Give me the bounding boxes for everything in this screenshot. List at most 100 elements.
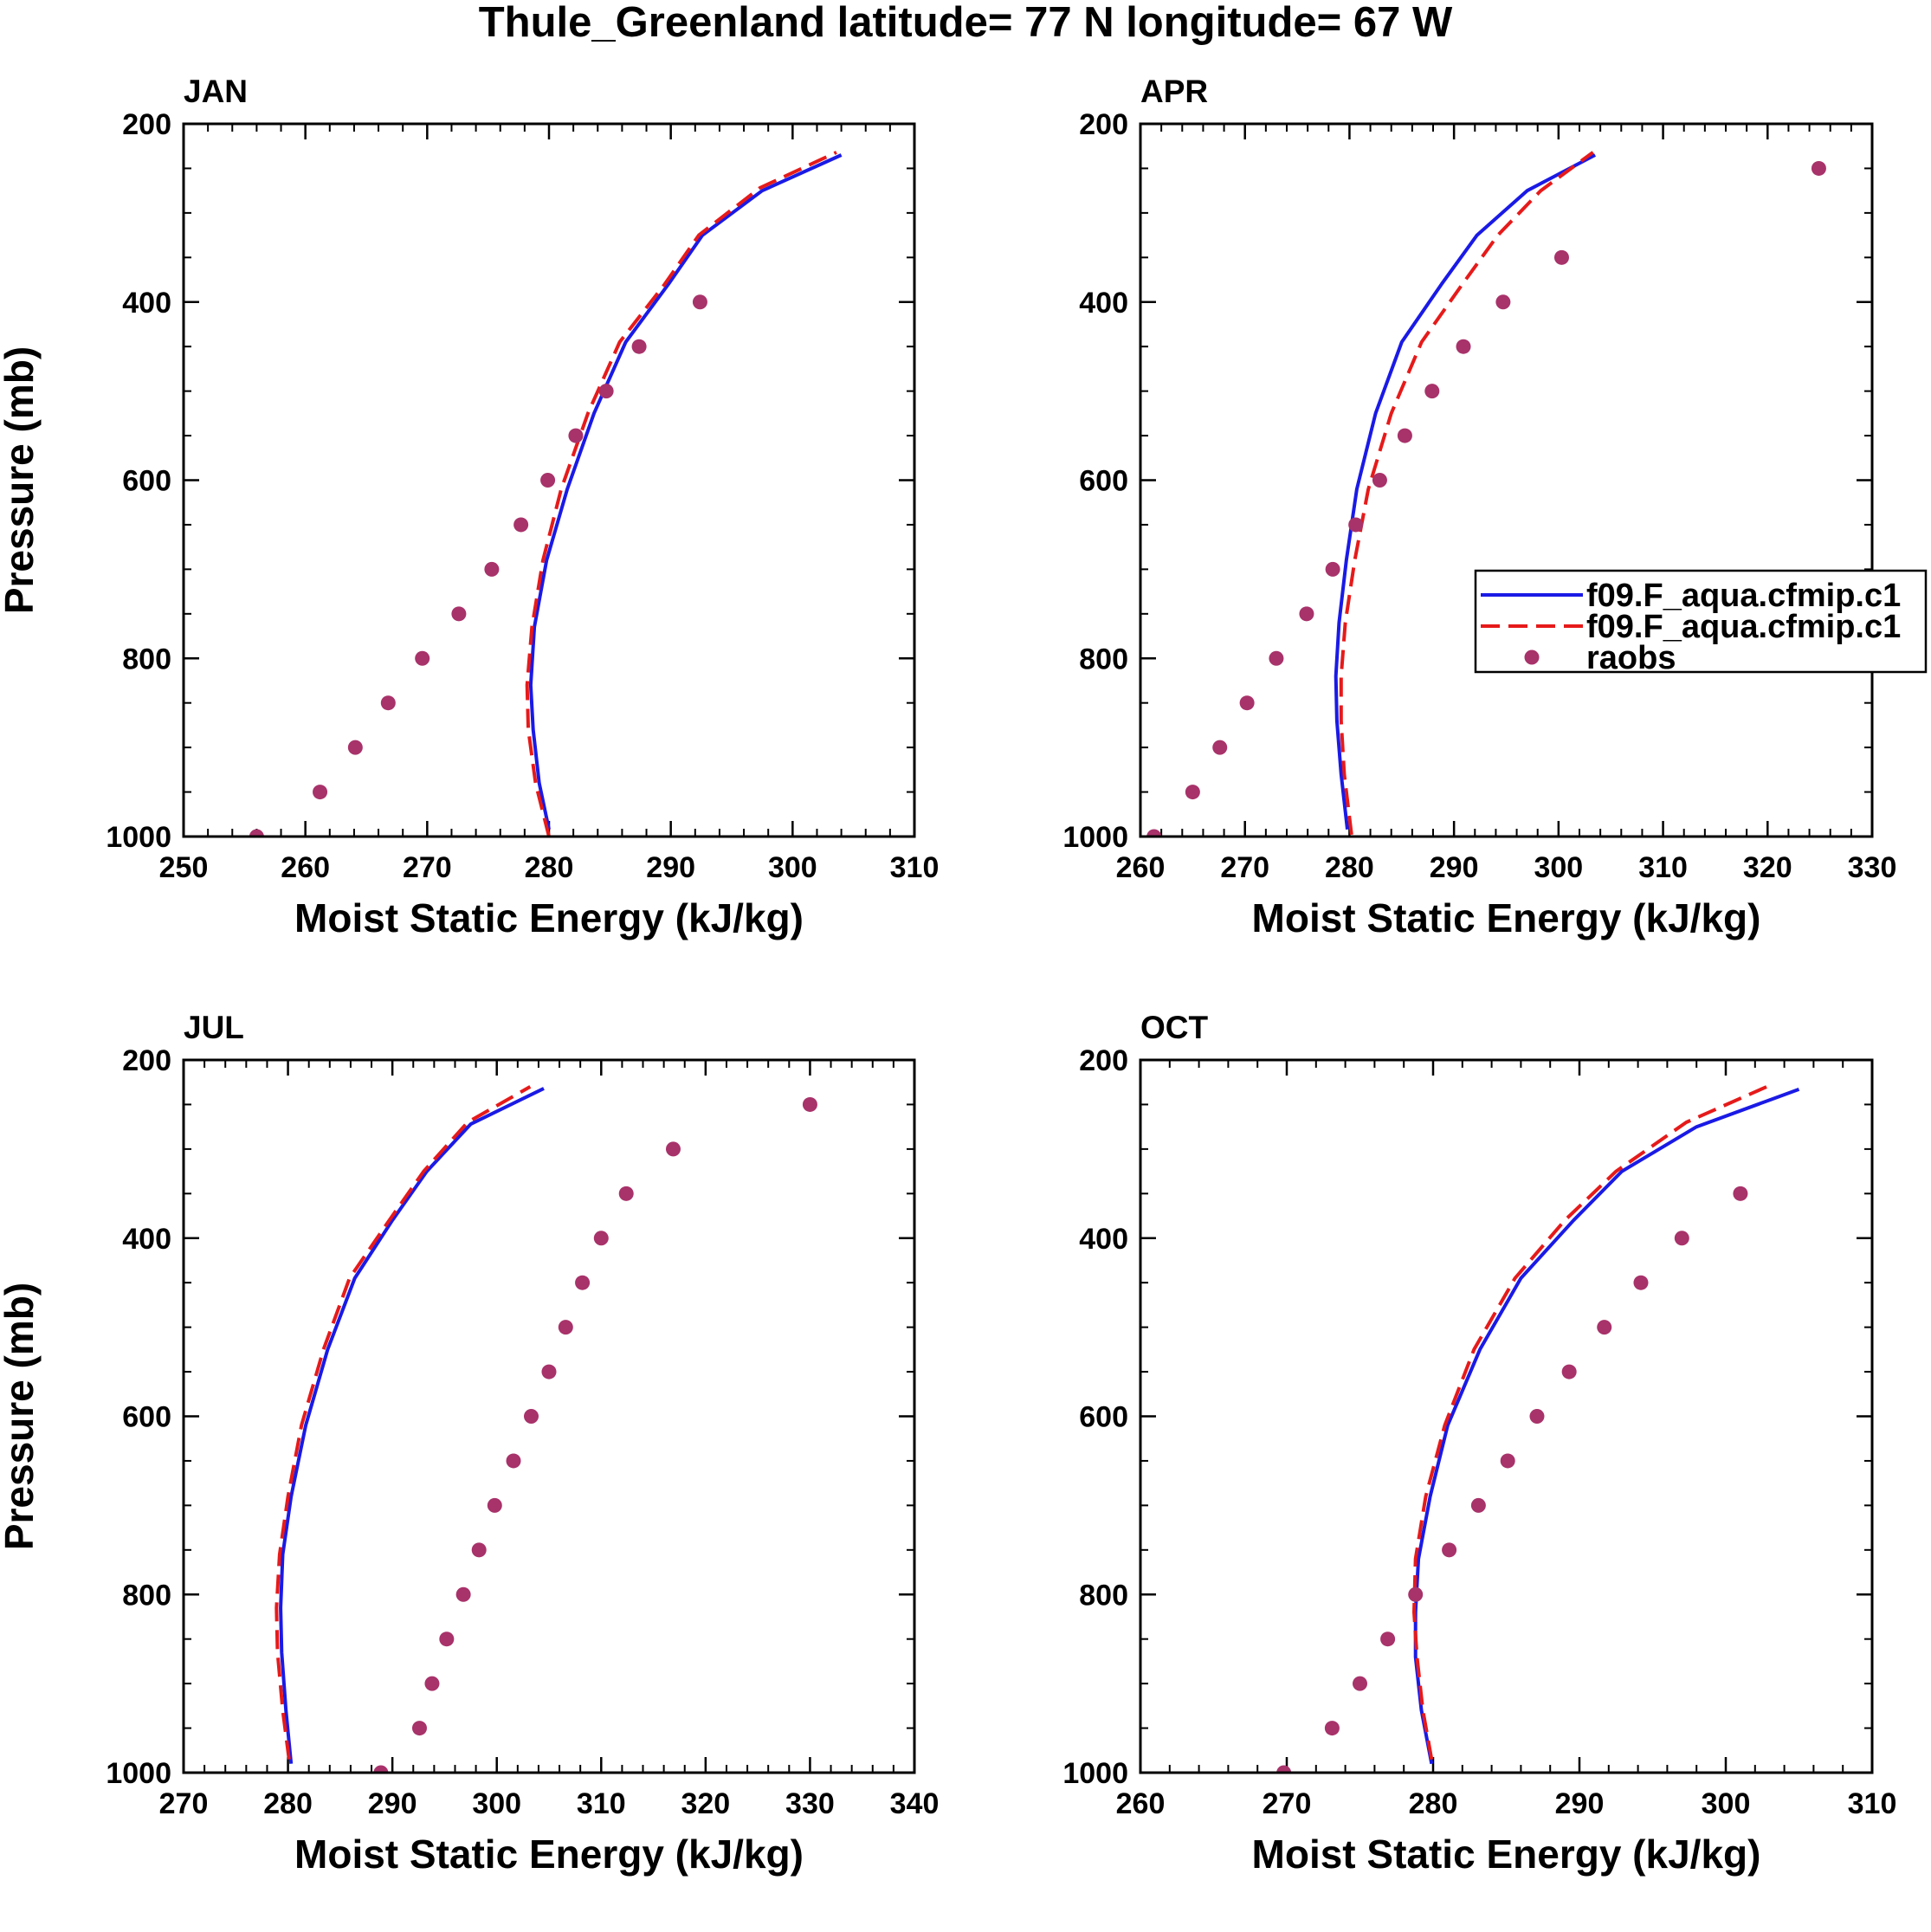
raobs-point [506, 1453, 521, 1469]
raobs-point [1380, 1632, 1396, 1647]
raobs-point [380, 695, 396, 711]
raobs-point [1146, 829, 1162, 837]
raobs-point [1495, 294, 1511, 310]
plot-area [274, 1085, 817, 1773]
x-tick-label: 300 [472, 1787, 521, 1820]
x-tick-label: 280 [525, 851, 574, 884]
y-tick-label: 400 [122, 1223, 171, 1256]
panel-label: APR [1140, 74, 1208, 109]
raobs-point [593, 1231, 609, 1246]
x-tick-label: 260 [281, 851, 330, 884]
raobs-point [1811, 160, 1826, 176]
raobs-point [1442, 1542, 1457, 1558]
y-tick-label: 200 [122, 1044, 171, 1077]
x-axis-label: Moist Static Energy (kJ/kg) [294, 895, 804, 940]
model-line-dashed [1339, 151, 1594, 836]
x-tick-label: 280 [1409, 1787, 1458, 1820]
x-tick-label: 270 [1220, 851, 1269, 884]
plot-frame [182, 1058, 916, 1774]
raobs-point [1529, 1409, 1545, 1424]
raobs-point [541, 1364, 557, 1380]
y-axis-label: Pressure (mb) [0, 1283, 42, 1550]
x-tick-label: 290 [1555, 1787, 1605, 1820]
y-tick-label: 800 [122, 643, 171, 675]
raobs-point [558, 1320, 573, 1335]
legend-box [1474, 569, 1928, 674]
raobs-point [1185, 785, 1200, 800]
model-line-solid [1334, 153, 1597, 830]
x-tick-label: 270 [159, 1787, 209, 1820]
ticks: 260 270 280 290 300 310 320 330 200 400 600 800 1000 [1062, 108, 1896, 884]
y-tick-label: 800 [122, 1579, 171, 1612]
x-tick-label: 310 [890, 851, 940, 884]
panel-jan: JAN 250 260 270 280 290 300 310 200 400 600 800 1000… [0, 74, 939, 940]
y-axis-label: Pressure (mb) [0, 346, 42, 614]
x-axis-label: Moist Static Energy (kJ/kg) [1252, 1832, 1761, 1877]
x-tick-label: 340 [890, 1787, 940, 1820]
panel-apr: APR 260 270 280 290 300 310 320 330 200 400 600 800 1… [1062, 74, 1928, 940]
raobs-point [1597, 1320, 1612, 1335]
figure-title: Thule_Greenland latitude= 77 N longitude… [479, 0, 1453, 46]
legend-entry-label: f09.F_aqua.cfmip.c1 [1586, 609, 1901, 645]
ticks: 270 280 290 300 310 320 330 340 200 400 600 800 1000 [106, 1044, 939, 1820]
legend: f09.F_aqua.cfmip.c1f09.F_aqua.cfmip.c1ra… [1474, 569, 1928, 676]
x-tick-label: 300 [1702, 1787, 1751, 1820]
x-tick-label: 320 [681, 1787, 730, 1820]
raobs-point [513, 517, 529, 533]
raobs-point [1325, 561, 1340, 577]
raobs-point [1372, 473, 1387, 488]
model-line-dashed [1412, 1085, 1768, 1760]
raobs-point [618, 1186, 634, 1201]
raobs-point [455, 1586, 471, 1602]
model-line-dashed [274, 1085, 532, 1760]
y-tick-label: 200 [1079, 108, 1128, 141]
panel-label: JUL [184, 1010, 244, 1045]
x-tick-label: 250 [159, 851, 209, 884]
raobs-point [540, 473, 556, 488]
x-tick-label: 290 [368, 1787, 417, 1820]
plot-frame [182, 122, 916, 838]
x-tick-label: 320 [1743, 851, 1792, 884]
plot-area [1276, 1085, 1800, 1773]
x-tick-label: 280 [1325, 851, 1374, 884]
raobs-point [1500, 1453, 1515, 1469]
raobs-point [1353, 1676, 1367, 1691]
x-tick-label: 270 [1263, 1787, 1312, 1820]
raobs-point [802, 1096, 817, 1112]
x-axis-label: Moist Static Energy (kJ/kg) [294, 1832, 804, 1877]
panels: JAN 250 260 270 280 290 300 310 200 400 600 800 1000… [0, 74, 1928, 1877]
y-tick-label: 600 [122, 465, 171, 498]
y-tick-label: 400 [1079, 287, 1128, 320]
raobs-point [347, 740, 363, 755]
raobs-point [568, 428, 584, 443]
x-tick-label: 300 [1534, 851, 1583, 884]
x-tick-label: 290 [646, 851, 695, 884]
y-tick-label: 400 [122, 287, 171, 320]
legend-marker [1524, 649, 1540, 665]
y-tick-label: 400 [1079, 1223, 1128, 1256]
x-axis-label: Moist Static Energy (kJ/kg) [1252, 895, 1761, 940]
raobs-point [471, 1542, 487, 1558]
raobs-point [1269, 650, 1284, 666]
raobs-point [484, 561, 500, 577]
legend-entry-label: raobs [1586, 640, 1676, 676]
plot-frame [1139, 122, 1874, 838]
raobs-point [665, 1141, 681, 1157]
raobs-point [373, 1765, 389, 1773]
model-line-solid [279, 1087, 545, 1764]
x-tick-label: 310 [1638, 851, 1688, 884]
raobs-point [598, 384, 614, 399]
legend-entry-label: f09.F_aqua.cfmip.c1 [1586, 578, 1901, 614]
raobs-point [1324, 1721, 1340, 1736]
x-tick-label: 260 [1116, 851, 1166, 884]
x-tick-label: 280 [263, 1787, 313, 1820]
raobs-point [451, 606, 467, 622]
plot-area [1146, 151, 1826, 837]
plot-area [249, 151, 843, 837]
panel-label: OCT [1140, 1010, 1209, 1045]
raobs-point [1299, 606, 1314, 622]
y-tick-label: 200 [122, 108, 171, 141]
raobs-point [1239, 695, 1255, 711]
y-tick-label: 1000 [1062, 821, 1128, 854]
